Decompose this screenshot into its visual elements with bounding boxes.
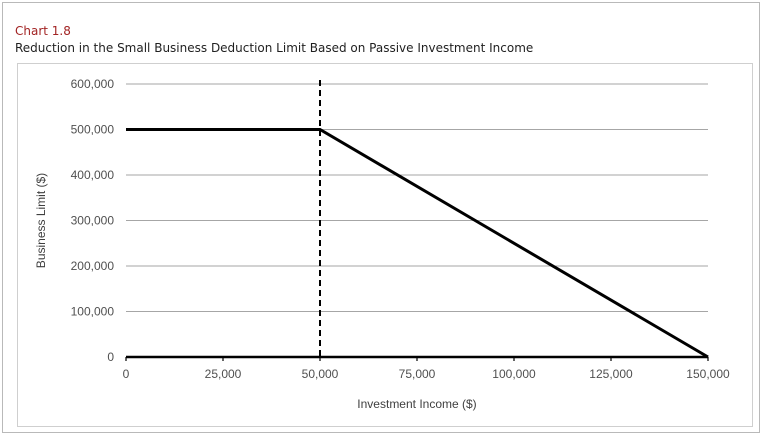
x-tick-marks (125, 357, 709, 361)
y-axis-title: Business Limit ($) (34, 173, 48, 268)
y-tick-label: 400,000 (71, 168, 115, 182)
chart-title: Reduction in the Small Business Deductio… (15, 41, 534, 55)
series-line (126, 128, 709, 359)
x-tick-label: 75,000 (399, 367, 436, 381)
chart-frame: Chart 1.8 Reduction in the Small Busines… (2, 2, 760, 433)
x-tick-label: 125,000 (589, 367, 633, 381)
y-tick-label: 500,000 (71, 123, 115, 137)
y-tick-label: 300,000 (71, 214, 115, 228)
grid-lines (126, 83, 708, 312)
x-tick-label: 150,000 (686, 367, 730, 381)
y-tick-label: 200,000 (71, 259, 115, 273)
chart-number: Chart 1.8 (15, 24, 71, 38)
x-tick-label: 50,000 (302, 367, 339, 381)
x-axis-title: Investment Income ($) (357, 397, 476, 411)
x-tick-label: 0 (123, 367, 130, 381)
y-tick-label: 600,000 (71, 77, 115, 91)
y-tick-label: 100,000 (71, 305, 115, 319)
x-tick-label: 25,000 (205, 367, 242, 381)
x-tick-labels: 0 25,000 50,000 75,000 100,000 125,000 150,000 (123, 367, 730, 381)
x-tick-label: 100,000 (492, 367, 536, 381)
y-tick-labels: 0 100,000 200,000 300,000 400,000 500,000 600,… (71, 77, 115, 364)
plot-box (17, 63, 753, 427)
y-tick-label: 0 (107, 350, 114, 364)
